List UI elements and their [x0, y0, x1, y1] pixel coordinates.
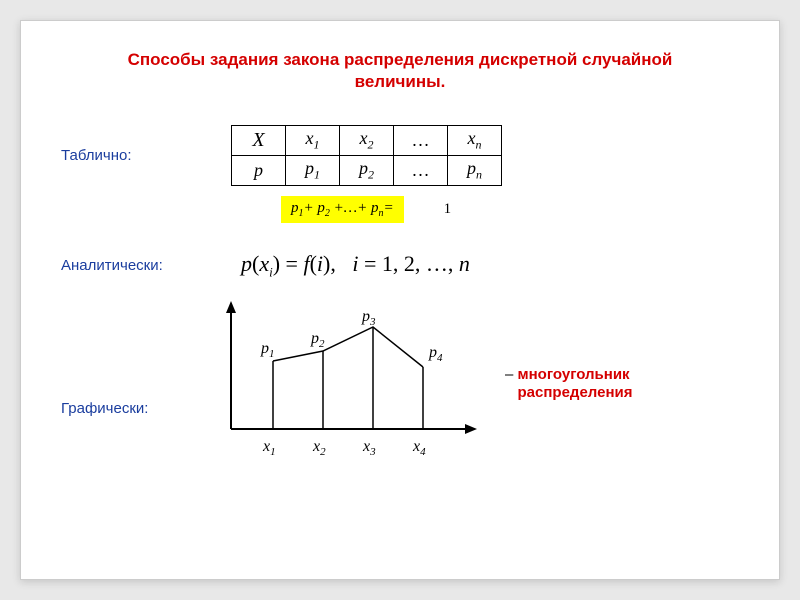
sum-result: 1 [444, 201, 452, 218]
label-x1: x1 [262, 438, 276, 458]
slide-title: Способы задания закона распределения дис… [61, 49, 739, 93]
x-axis-arrow [465, 424, 477, 434]
sum-formula: p1+ p2 +…+ pn= [281, 196, 404, 223]
table-row: X x1 x2 … xn [232, 126, 502, 156]
annotation-text-2: распределения [518, 384, 633, 401]
label-graphic: Графически: [61, 350, 201, 417]
cell-p1: p1 [286, 156, 340, 186]
graphic-section: Графически: p1 p2 p3 p4 x1 x2 x3 x4 [61, 299, 739, 469]
label-p3: p3 [361, 308, 376, 328]
sum-row: p1+ p2 +…+ pn= 1 [281, 196, 739, 223]
title-line-1: Способы задания закона распределения дис… [128, 50, 673, 69]
cell-x2: x2 [340, 126, 394, 156]
table-row: p p1 p2 … pn [232, 156, 502, 186]
cell-X: X [232, 126, 286, 156]
label-analytic: Аналитически: [61, 257, 201, 274]
cell-pn: pn [448, 156, 502, 186]
label-x3: x3 [362, 438, 376, 458]
cell-dots: … [394, 126, 448, 156]
analytic-section: Аналитически: p(xi) = f(i), i = 1, 2, …,… [61, 251, 739, 280]
table-section: Таблично: X x1 x2 … xn p p1 p2 … pn [61, 125, 739, 186]
annotation-dash: – [505, 366, 518, 383]
polygon-line [273, 327, 423, 367]
label-x2: x2 [312, 438, 326, 458]
slide: Способы задания закона распределения дис… [20, 20, 780, 580]
title-line-2: величины. [355, 72, 446, 91]
cell-p2: p2 [340, 156, 394, 186]
label-p1: p1 [260, 340, 275, 360]
cell-p: p [232, 156, 286, 186]
distribution-table: X x1 x2 … xn p p1 p2 … pn [231, 125, 502, 186]
annotation-text-1: многоугольник [518, 366, 630, 383]
label-x4: x4 [412, 438, 426, 458]
cell-xn: xn [448, 126, 502, 156]
label-table: Таблично: [61, 147, 201, 164]
distribution-polygon-chart: p1 p2 p3 p4 x1 x2 x3 x4 [201, 299, 491, 469]
cell-x1: x1 [286, 126, 340, 156]
cell-dots2: … [394, 156, 448, 186]
graph-annotation: – многоугольник распределения [505, 366, 633, 402]
y-axis-arrow [226, 301, 236, 313]
label-p4: p4 [428, 344, 443, 364]
label-p2: p2 [310, 330, 325, 350]
analytic-formula: p(xi) = f(i), i = 1, 2, …, n [241, 251, 470, 280]
